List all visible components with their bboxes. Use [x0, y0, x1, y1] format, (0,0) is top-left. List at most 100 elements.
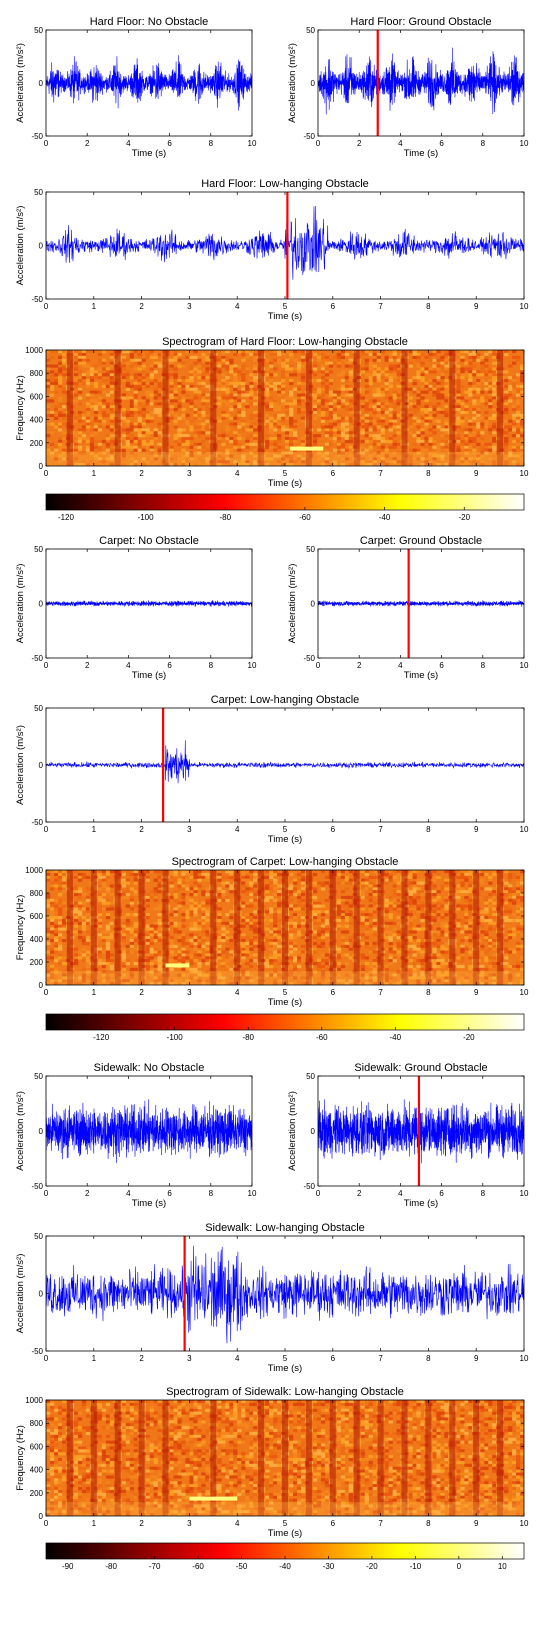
spectrogram-cell	[77, 387, 83, 391]
spectrogram-cell	[348, 384, 353, 388]
spectrogram-cell	[61, 437, 67, 441]
spectrogram-cell	[54, 941, 59, 946]
spectrogram-cell	[300, 355, 306, 359]
spectrogram-cell	[77, 895, 83, 900]
spectrogram-cell	[81, 463, 87, 466]
spectrogram-cell	[153, 947, 158, 951]
spectrogram-cell	[149, 895, 154, 900]
spectrogram-cell	[177, 463, 182, 466]
spectrogram-cell	[348, 445, 353, 449]
x-tick-label: 4	[126, 661, 131, 670]
spectrogram-cell	[380, 350, 385, 354]
spectrogram-cell	[396, 384, 401, 388]
spectrogram-cell	[105, 384, 111, 388]
spectrogram-cell	[436, 463, 441, 466]
spectrogram-cell	[488, 918, 493, 923]
spectrogram-cell	[468, 373, 473, 377]
spectrogram-cell	[121, 376, 126, 380]
spectrogram-cell	[484, 422, 489, 426]
spectrogram-cell	[472, 396, 477, 400]
spectrogram-cell	[149, 402, 154, 406]
spectrogram-cell	[392, 422, 397, 426]
spectrogram-cell	[512, 405, 517, 409]
spectrogram-cell	[289, 924, 294, 928]
spectrogram-cell	[149, 941, 154, 946]
spectrogram-cell	[424, 448, 429, 452]
spectrogram-cell	[193, 901, 198, 905]
spectrogram-cell	[217, 893, 222, 897]
spectrogram-cell	[153, 437, 158, 441]
spectrogram-cell	[233, 431, 238, 435]
spectrogram-cell	[316, 399, 322, 403]
spectrogram-cell	[105, 901, 111, 905]
spectrogram-cell	[169, 381, 174, 386]
spectrogram-cell	[85, 918, 91, 923]
spectrogram-cell	[61, 373, 67, 377]
spectrogram-cell	[185, 950, 190, 954]
spectrogram-cell	[58, 384, 63, 388]
spectrogram-cell	[412, 898, 417, 902]
spectrogram-cell	[512, 947, 517, 951]
spectrogram-cell	[408, 422, 413, 426]
spectrogram-cell	[512, 428, 517, 432]
spectrogram-cell	[364, 439, 369, 444]
spectrogram-cell	[169, 373, 174, 377]
spectrogram-cell	[504, 463, 509, 466]
spectrogram-cell	[149, 376, 154, 380]
spectrogram-cell	[285, 367, 290, 371]
spectrogram-cell	[376, 352, 381, 357]
spectrogram-cell	[488, 898, 493, 902]
spectrogram-cell	[129, 448, 134, 452]
spectrogram-cell	[396, 875, 401, 879]
spectrogram-cell	[380, 390, 385, 394]
spectrogram-cell	[249, 918, 254, 923]
spectrogram-cell	[217, 399, 222, 403]
spectrogram-cell	[300, 364, 306, 368]
spectrogram-cell	[81, 872, 87, 877]
spectrogram-cell	[153, 907, 158, 911]
spectrogram-cell	[464, 373, 469, 377]
spectrogram-cell	[508, 895, 513, 900]
spectrogram-cell	[101, 390, 107, 394]
spectrogram-cell	[320, 405, 326, 409]
spectrogram-cell	[340, 445, 346, 449]
spectrogram-cell	[372, 439, 377, 444]
spectrogram-cell	[229, 939, 234, 943]
spectrogram-cell	[137, 361, 142, 365]
spectrogram-cell	[157, 413, 162, 417]
spectrogram-cell	[237, 408, 242, 412]
spectrogram-cell	[109, 390, 114, 394]
spectrogram-cell	[157, 361, 162, 365]
spectrogram-cell	[101, 402, 107, 406]
spectrogram-cell	[300, 437, 306, 441]
chart-panel-4: -120 -100 -80 -60 -40 -200 1 2 3 4 5 6 7 8 9 1010008006…	[15, 336, 529, 522]
spectrogram-cell	[193, 425, 198, 429]
spectrogram-cell	[324, 416, 330, 420]
spectrogram-cell	[388, 460, 393, 464]
spectrogram-cell	[420, 367, 425, 371]
spectrogram-cell	[488, 428, 493, 432]
spectrogram-cell	[289, 442, 294, 446]
spectrogram-cell	[384, 463, 389, 466]
spectrogram-cell	[408, 448, 413, 452]
spectrogram-cell	[424, 413, 429, 417]
spectrogram-cell	[97, 457, 103, 461]
spectrogram-cell	[504, 893, 509, 897]
spectrogram-cell	[233, 373, 238, 377]
spectrogram-cell	[73, 870, 79, 874]
spectrogram-cell	[468, 901, 473, 905]
spectrogram-cell	[444, 448, 449, 452]
spectrogram-cell	[77, 428, 83, 432]
spectrogram-cell	[388, 457, 393, 461]
spectrogram-cell	[316, 387, 322, 391]
spectrogram-cell	[420, 442, 425, 446]
chart-title: Carpet: Ground Obstacle	[360, 535, 482, 547]
spectrogram-cell	[237, 463, 242, 466]
spectrogram-cell	[432, 408, 437, 412]
spectrogram-cell	[81, 893, 87, 897]
spectrogram-cell	[297, 890, 302, 894]
spectrogram-cell	[105, 425, 111, 429]
spectrogram-cell	[237, 460, 242, 464]
spectrogram-cell	[241, 875, 246, 879]
